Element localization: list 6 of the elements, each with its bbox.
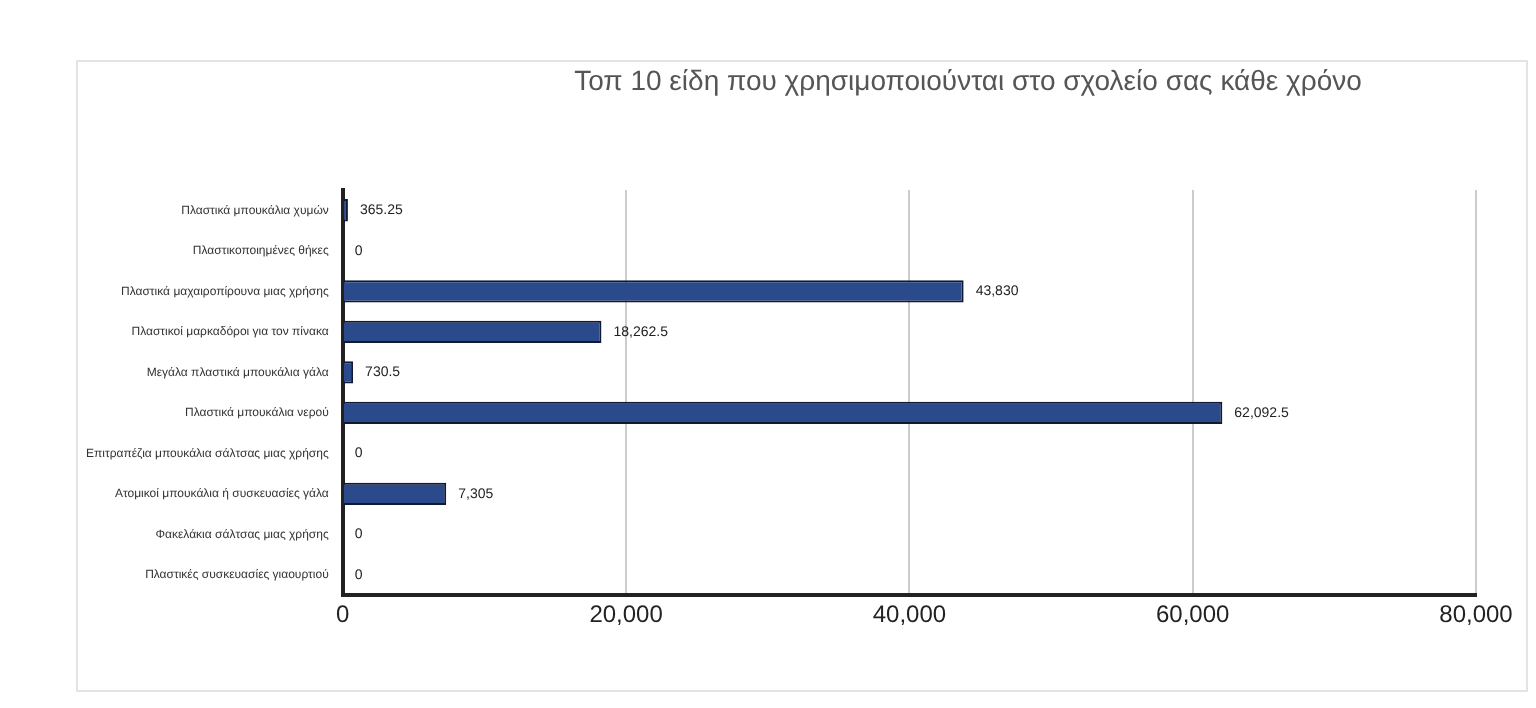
x-tick-label: 0 [336, 600, 351, 629]
x-tick-label: 60,000 [1155, 600, 1231, 629]
x-tick-label: 20,000 [589, 600, 664, 629]
x-tick-label: 40,000 [872, 600, 947, 629]
chart-title: Τοπ 10 είδη που χρησιμοποιούνται στο σχολείο σας κάθε χρόνο [572, 64, 1364, 96]
x-tick-label: 80,000 [1439, 600, 1514, 629]
